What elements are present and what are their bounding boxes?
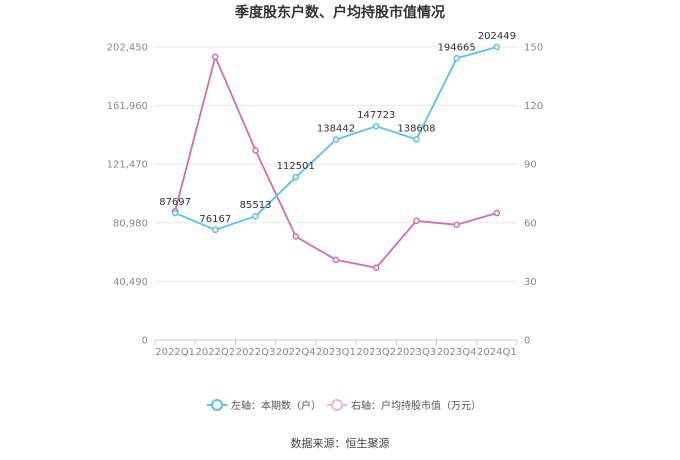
x-tick-label: 2024Q1: [477, 347, 517, 358]
data-point-right[interactable]: [292, 233, 300, 240]
data-source: 数据来源：恒生聚源: [291, 436, 390, 450]
data-point-right[interactable]: [252, 147, 259, 154]
series-line-right: [174, 55, 498, 269]
right-tick-label: 90: [524, 160, 537, 171]
right-tick-label: 150: [524, 43, 543, 54]
right-tick-label: 30: [524, 277, 537, 288]
legend-marker-icon: [211, 399, 223, 411]
data-label: 112501: [277, 161, 315, 172]
data-point-left[interactable]: [453, 55, 460, 62]
left-tick-label: 202,450: [107, 43, 148, 54]
right-tick-label: 0: [524, 336, 530, 347]
data-point-left[interactable]: [292, 173, 300, 181]
data-point-left[interactable]: [171, 209, 179, 217]
data-label: 138608: [397, 123, 435, 134]
left-tick-label: 161,960: [107, 101, 148, 112]
data-point-left[interactable]: [252, 212, 259, 220]
data-point-left[interactable]: [372, 122, 380, 130]
x-axis: 2022Q1 2022Q2 2022Q3 2022Q4 2023Q1 2023Q2 2023…: [154, 340, 518, 358]
right-tick-label: 60: [524, 218, 537, 229]
x-tick-label: 2022Q1: [155, 347, 195, 358]
data-label: 202449: [478, 31, 516, 42]
x-tick-label: 2023Q1: [316, 347, 356, 358]
data-label: 87697: [159, 197, 191, 208]
data-point-left[interactable]: [493, 43, 501, 51]
data-point-left[interactable]: [413, 136, 420, 143]
legend-marker-icon: [331, 399, 343, 411]
data-label: 194665: [438, 42, 476, 53]
x-tick-label: 2022Q2: [195, 347, 235, 358]
left-tick-label: 121,470: [107, 160, 148, 171]
data-point-right[interactable]: [453, 221, 460, 229]
x-tick-label: 2023Q3: [397, 347, 437, 358]
data-point-right[interactable]: [493, 209, 501, 217]
data-point-left[interactable]: [332, 136, 340, 143]
left-tick-label: 80,980: [113, 218, 148, 229]
x-tick-label: 2022Q3: [236, 347, 276, 358]
series-layer: [171, 43, 501, 271]
left-tick-label: 40,490: [113, 277, 148, 288]
data-point-right[interactable]: [332, 256, 340, 264]
legend-item-left-series[interactable]: 左轴：本期数（户）: [207, 399, 321, 412]
left-tick-label: 0: [142, 336, 148, 347]
legend-item-right-series[interactable]: 右轴：户均持股市值（万元）: [327, 399, 481, 412]
right-tick-label: 120: [524, 101, 543, 112]
legend-label-right-series: 右轴：户均持股市值（万元）: [351, 399, 481, 412]
chart-title: 季度股东户数、户均持股市值情况: [234, 4, 445, 21]
data-point-right[interactable]: [413, 217, 420, 225]
right-axis: 0 30 60 90 120 150: [524, 43, 543, 347]
data-point-right[interactable]: [212, 53, 219, 61]
data-point-left[interactable]: [212, 226, 219, 234]
data-label: 85513: [240, 200, 272, 211]
x-tick-label: 2023Q4: [437, 347, 477, 358]
legend-label-left-series: 左轴：本期数（户）: [231, 399, 321, 412]
data-point-right[interactable]: [372, 264, 380, 271]
data-label: 138442: [317, 124, 355, 135]
left-axis: 0 40,490 80,980 121,470 161,960 202,450: [107, 43, 148, 347]
x-tick-label: 2022Q4: [276, 347, 316, 358]
data-label: 76167: [199, 214, 231, 225]
x-tick-label: 2023Q2: [356, 347, 396, 358]
data-label: 147723: [357, 110, 395, 121]
grid-lines: [155, 46, 517, 341]
legend: 左轴：本期数（户） 右轴：户均持股市值（万元）: [207, 399, 481, 412]
